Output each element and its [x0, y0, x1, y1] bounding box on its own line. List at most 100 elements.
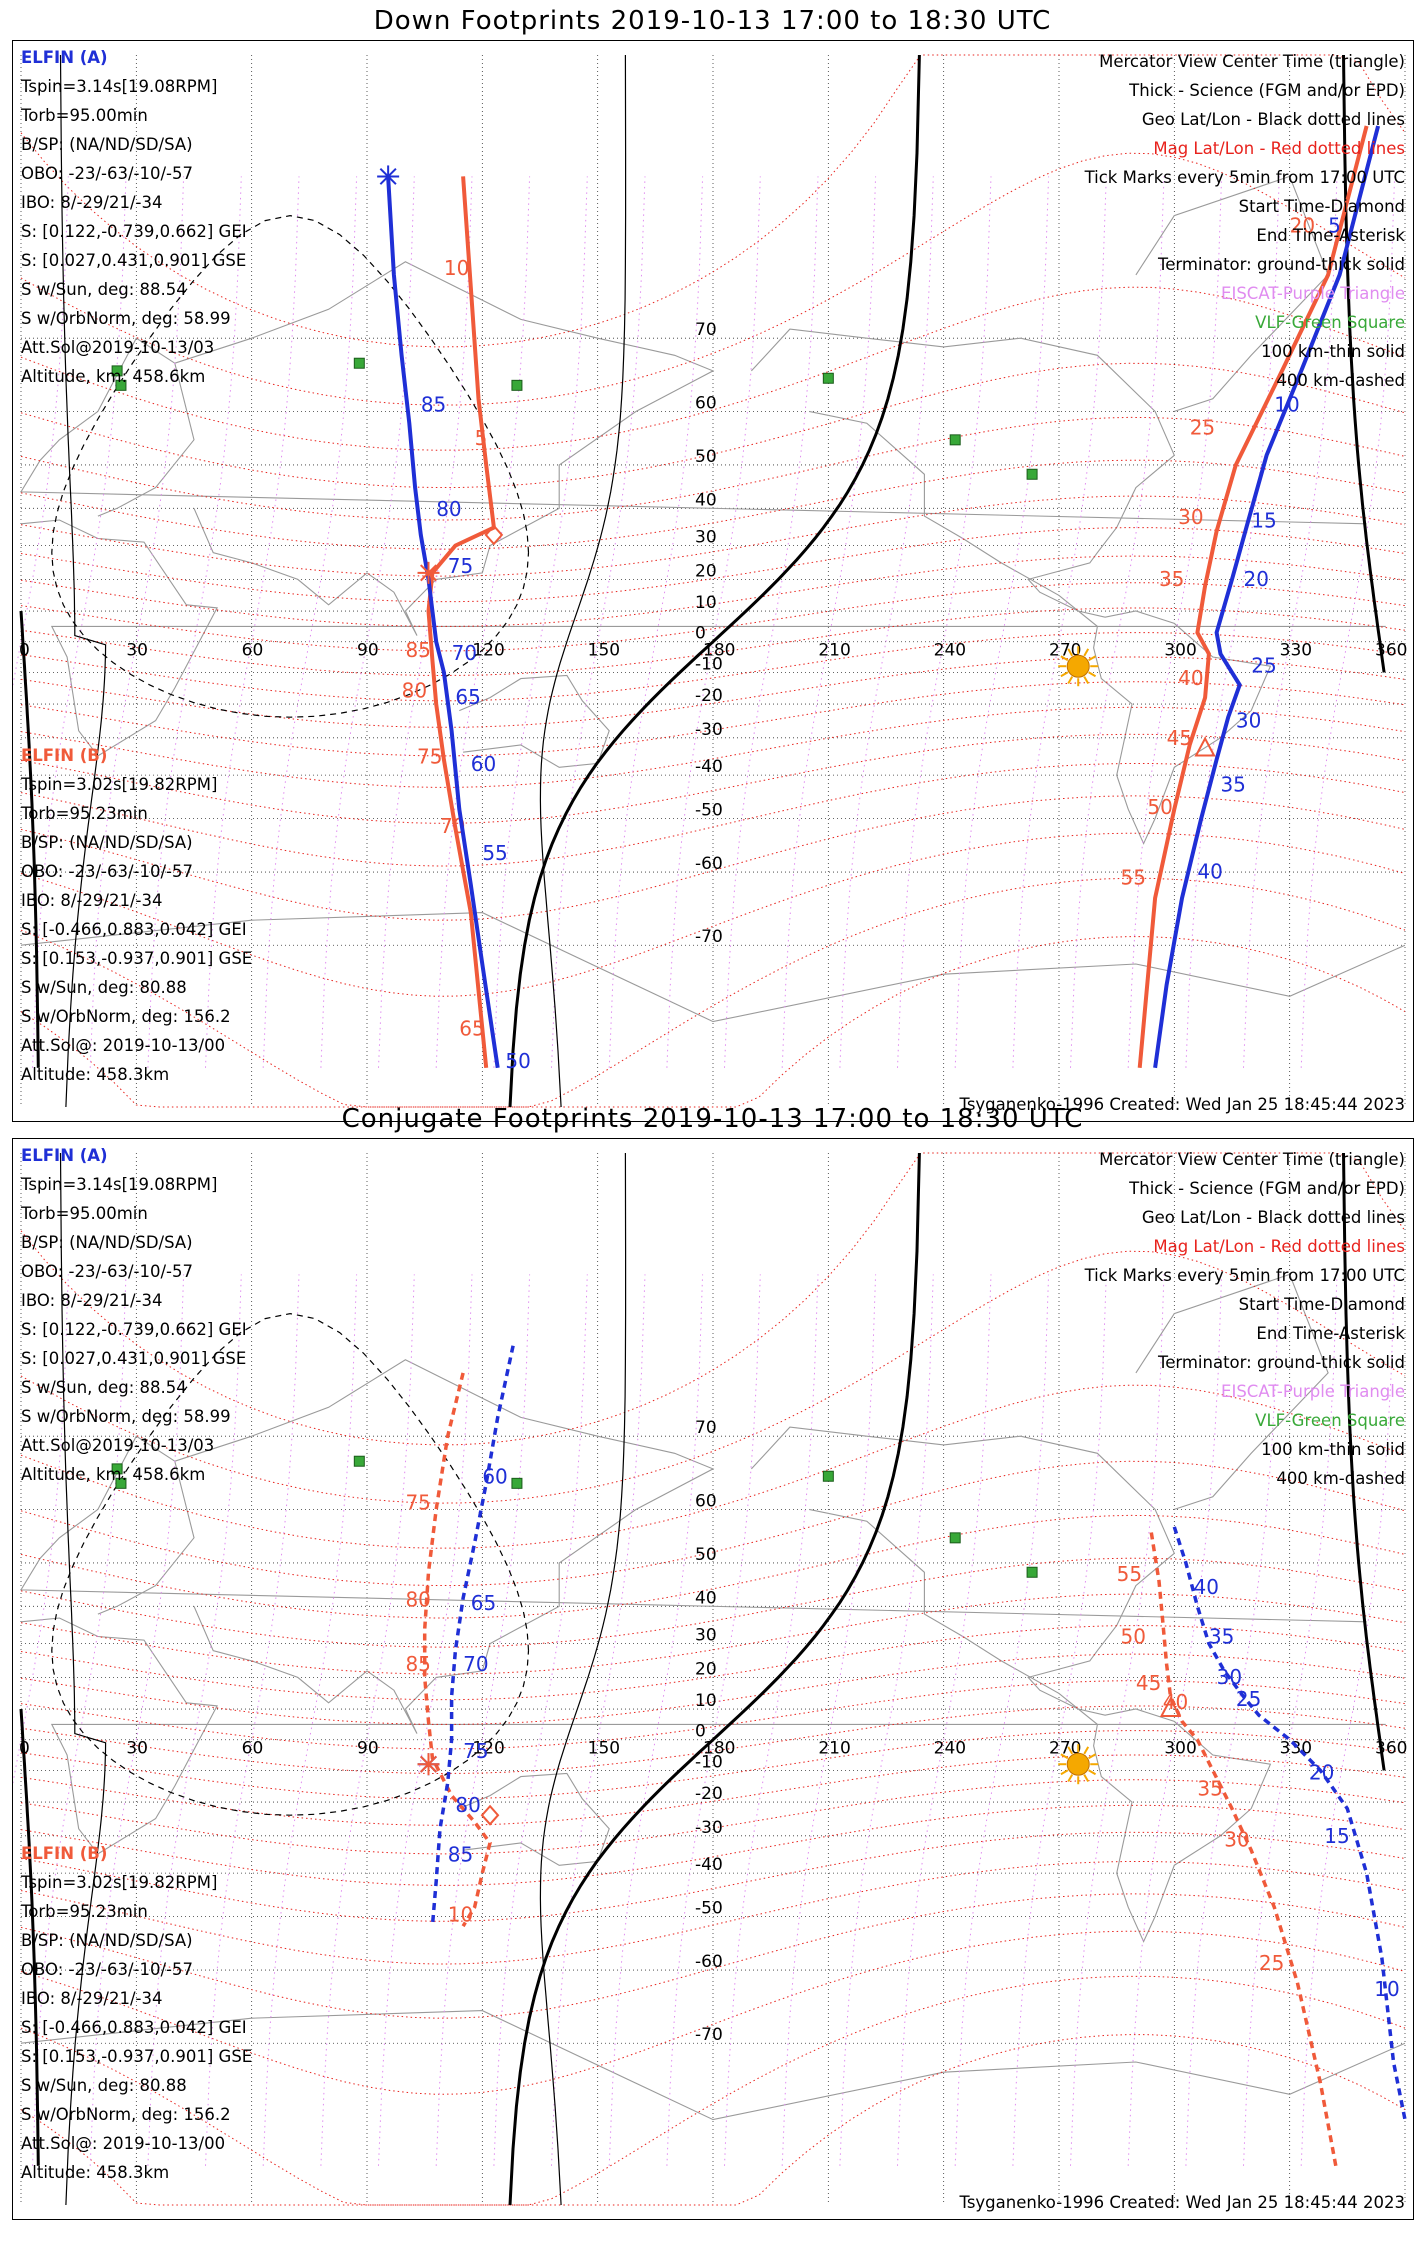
elfin-a-tick-label: 30 — [1217, 1665, 1242, 1689]
lat-tick-label: 30 — [695, 1626, 717, 1646]
elfin-b-tick-label: 75 — [405, 1490, 430, 1514]
coastlines — [20, 175, 1406, 1023]
coastline — [750, 328, 1272, 845]
mag-latitude-line — [20, 1384, 1406, 1549]
mag-latitude-line — [20, 1557, 1406, 1648]
mag-latitude-line — [20, 681, 1406, 757]
coastlines — [20, 1273, 1406, 2121]
mag-latitude-line — [20, 733, 1406, 824]
mag-latitude-line — [20, 1250, 1406, 1504]
elfin-b-tick-label: 35 — [1197, 1777, 1222, 1801]
end-time-asterisk-icon — [420, 564, 437, 582]
legend-line: 100 km-thin solid — [1261, 1440, 1405, 1459]
terminator-line — [19, 1708, 40, 2166]
lat-tick-label: 10 — [695, 1691, 717, 1711]
sun-disc — [1066, 654, 1090, 678]
terminator-400km-line — [51, 214, 530, 718]
elfin-a-info-line: S: [0.027,0.431,0.901] GSE — [21, 1349, 247, 1368]
sun-ray — [1088, 671, 1097, 678]
elfin-a-tick-label: 25 — [1251, 653, 1276, 677]
elfin-b-tick-label: 75 — [417, 744, 442, 768]
legend-line: Start Time-Diamond — [1238, 197, 1405, 216]
lat-tick-label: 0 — [695, 1722, 706, 1742]
sun-ray — [1088, 1753, 1097, 1760]
elfin-a-tick-label: 75 — [448, 554, 473, 578]
created-timestamp: Created: Wed Jan 25 18:45:44 2023 — [1109, 1095, 1405, 1114]
mag-latitude-line — [20, 54, 1406, 348]
end-time-asterisk-icon — [379, 167, 397, 185]
sun-ray — [1067, 1774, 1074, 1783]
elfin-a-track-east — [1172, 1526, 1407, 2120]
legend-line: EISCAT-Purple Triangle — [1221, 284, 1405, 303]
lon-tick-label: 150 — [588, 641, 620, 661]
terminator-line — [508, 54, 921, 1108]
elfin-b-tick-label: 80 — [405, 1587, 430, 1611]
sun-ray — [1088, 655, 1097, 662]
elfin-b-tick-label: 25 — [1190, 415, 1215, 439]
elfin-a-tick-label: 80 — [455, 1793, 480, 1817]
elfin-a-tick-label: 5 — [1328, 213, 1341, 237]
created-timestamp: Created: Wed Jan 25 18:45:44 2023 — [1109, 2193, 1405, 2212]
elfin-a-info-line: B/SP: (NA/ND/SD/SA) — [21, 1233, 193, 1252]
lon-tick-label: 60 — [242, 641, 264, 661]
lat-tick-label: 50 — [695, 447, 717, 467]
geo-grid — [20, 1153, 1406, 2205]
coastline — [20, 2010, 1406, 2121]
elfin-a-info-line: Altitude, km: 458.6km — [21, 367, 206, 386]
legend-line: Terminator: ground-thick solid — [1157, 255, 1405, 274]
vlf-station-icon — [111, 1463, 123, 1475]
elfin-a-info-line: Tspin=3.14s[19.08RPM] — [21, 1175, 218, 1194]
elfin-a-info-line: S w/OrbNorm, deg: 58.99 — [21, 309, 231, 328]
elfin-a-tick-label: 20 — [1244, 567, 1269, 591]
elfin-a-tick-label: 40 — [1197, 859, 1222, 883]
elfin-a-info-line: S w/Sun, deg: 88.54 — [21, 1378, 187, 1397]
lat-tick-label: 60 — [695, 1491, 717, 1511]
legend-line: Mercator View Center Time (triangle) — [1099, 52, 1405, 71]
mag-grid — [13, 1152, 1406, 2206]
mag-latitude-line — [20, 763, 1406, 867]
elfin-b-header: ELFIN (B) — [21, 746, 108, 765]
sun-ray — [1067, 648, 1074, 657]
legend: Mercator View Center Time (triangle) Thic… — [1085, 47, 1405, 395]
lon-tick-label: 30 — [126, 641, 148, 661]
vlf-station-icon — [822, 1470, 834, 1482]
markers — [377, 165, 1216, 757]
elfin-a-tick-label: 40 — [1194, 1575, 1219, 1599]
mag-latitude-line — [20, 362, 1406, 488]
elfin-a-tick-label: 60 — [482, 1464, 507, 1488]
panel-conjugate-footprints: 0 30 60 90 120 150 180 210 240 270 300 330 360 70 60 50… — [12, 1138, 1414, 2220]
coastline — [20, 912, 1406, 1023]
sun-ray — [1067, 676, 1074, 685]
elfin-b-tick-label: 20 — [1290, 213, 1315, 237]
elfin-a-info-line: S w/OrbNorm, deg: 58.99 — [21, 1407, 231, 1426]
mag-longitude-line — [781, 176, 877, 1068]
legend-line: Mag Lat/Lon - Red dotted lines — [1153, 1237, 1405, 1256]
terminator-400km-line — [51, 1312, 530, 1816]
mag-longitude-line — [435, 176, 531, 1068]
vlf-station-icon — [949, 434, 961, 446]
elfin-a-tick-label: 60 — [471, 752, 496, 776]
lat-tick-label: -60 — [695, 1952, 723, 1972]
elfin-a-tick-label: 65 — [455, 685, 480, 709]
elfin-b-tick-label: 50 — [1121, 1625, 1146, 1649]
mag-latitude-line — [20, 1831, 1406, 1922]
axis-labels: 0 30 60 90 120 150 180 210 240 270 300 330 360706050… — [19, 320, 1407, 947]
elfin-a-info-line: B/SP: (NA/ND/SD/SA) — [21, 135, 193, 154]
elfin-a-info-line: S: [0.122,-0.739,0.662] GEI — [21, 1320, 247, 1339]
lat-tick-label: 20 — [695, 1659, 717, 1679]
elfin-a-track-west — [430, 1345, 515, 1927]
legend-line: VLF-Green Square — [1255, 1411, 1405, 1430]
lon-tick-label: 90 — [357, 641, 379, 661]
lat-tick-label: -20 — [695, 1784, 723, 1804]
elfin-a-info-line: Att.Sol@2019-10-13/03 — [21, 338, 215, 357]
vlf-station-icon — [1026, 1566, 1038, 1578]
elfin-b-info-line: Tspin=3.02s[19.82RPM] — [21, 1873, 218, 1892]
elfin-b-info-line: S w/OrbNorm, deg: 156.2 — [21, 1007, 231, 1026]
coastline — [459, 674, 610, 768]
vlf-sites — [111, 1455, 1038, 1578]
mag-grid — [13, 54, 1406, 1108]
legend-line: End Time-Asterisk — [1256, 226, 1405, 245]
lon-tick-label: 30 — [126, 1739, 148, 1759]
legend-line: Thick - Science (FGM and/or EPD) — [1129, 1179, 1405, 1198]
mag-latitude-line — [20, 1804, 1406, 1886]
